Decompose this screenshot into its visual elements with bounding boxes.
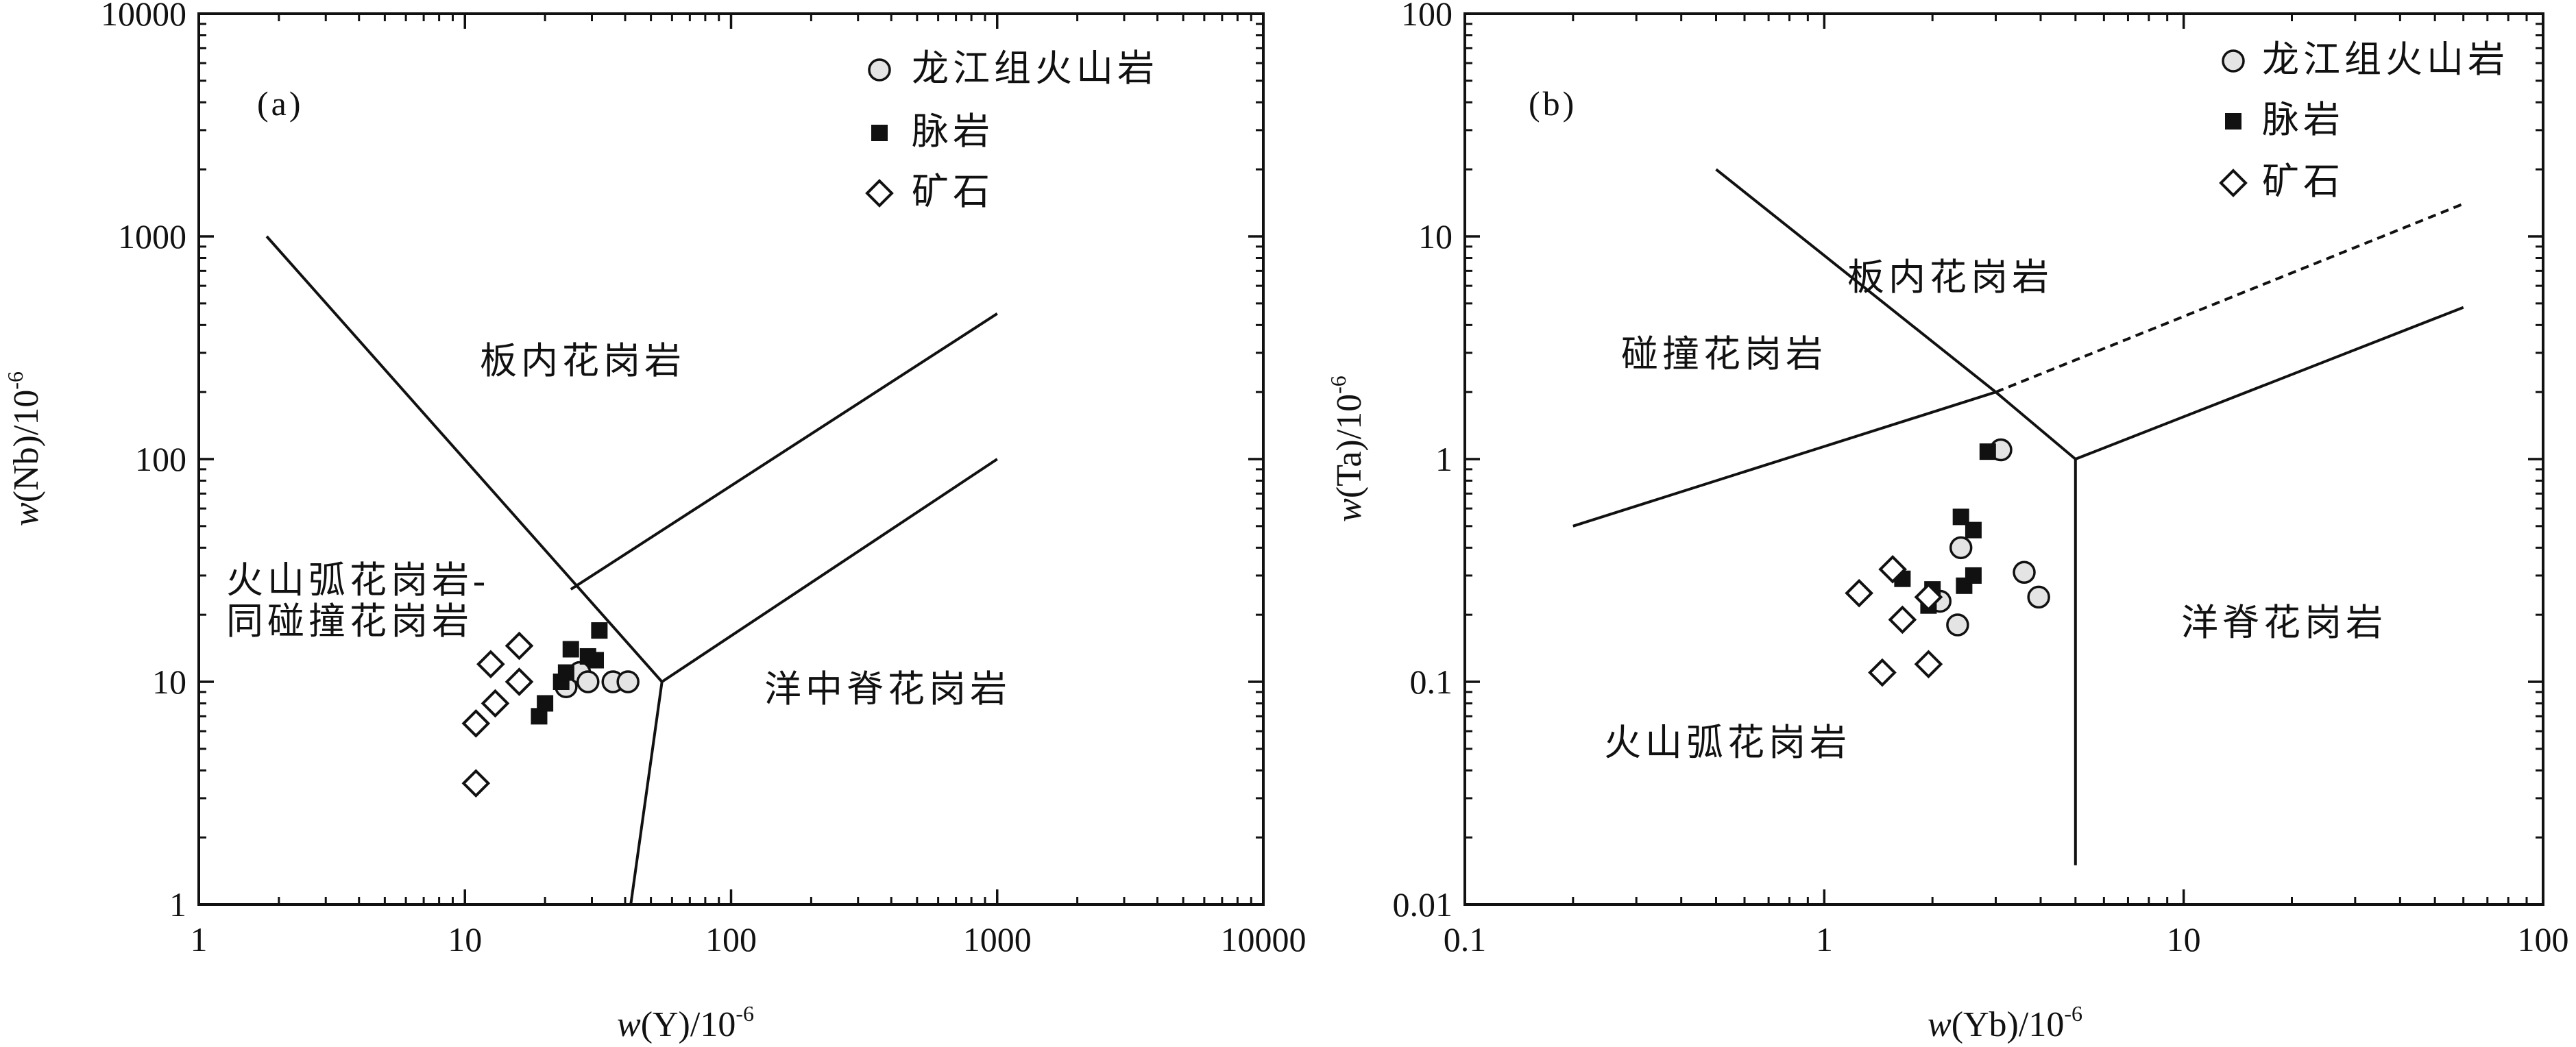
y-axis-label: w(Nb)/10-6 [3,371,46,526]
legend-label: 矿石 [912,171,994,212]
legend-label: 龙江组火山岩 [2262,39,2509,80]
x-tick-label: 10000 [1221,920,1307,959]
y-tick-label: 1 [1435,440,1453,478]
legend-diamond-marker [865,179,894,208]
y-tick-label: 0.01 [1393,885,1453,924]
diamond-data-point [481,689,510,718]
square-data-point [1965,567,1982,584]
boundary-line [570,312,998,591]
legend-label: 矿石 [2262,161,2344,202]
y-axis-label: w(Ta)/10-6 [1326,375,1369,522]
y-tick-label: 1000 [118,217,186,256]
diamond-data-point [505,667,534,696]
legend-circle-marker [2222,49,2245,73]
x-axis-label: w(Yb)/10-6 [1928,1001,2082,1044]
legend-circle-marker [868,58,891,82]
y-tick-label: 100 [135,440,186,478]
x-axis-label: w(Y)/10-6 [617,1001,754,1044]
region-label: 火山弧花岗岩 [1604,722,1851,763]
diamond-data-point [1914,582,1943,612]
legend-diamond-marker [2219,169,2248,197]
x-tick-label: 1 [191,920,208,959]
region-label: 板内花岗岩 [480,341,685,382]
y-tick-label: 10 [1418,217,1453,256]
diamond-data-point [461,709,491,738]
diamond-data-point [505,631,534,661]
x-tick-label: 0.1 [1444,920,1487,959]
diamond-data-point [1914,650,1943,679]
legend-label: 脉岩 [2262,99,2344,140]
panel-label: (b) [1529,84,1577,123]
boundary-line [661,458,998,683]
region-label: 火山弧花岗岩- [226,560,489,601]
y-tick-label: 10 [152,663,186,701]
x-tick-label: 10 [2167,920,2201,959]
diamond-data-point [476,650,505,679]
boundary-line [1572,391,1997,528]
square-data-point [537,695,554,712]
legend-square-marker [871,125,888,141]
legend-square-marker [2225,113,2241,130]
legend-label: 龙江组火山岩 [912,48,1158,89]
x-tick-label: 100 [2518,920,2569,959]
region-label: 洋脊花岗岩 [2181,602,2387,643]
y-tick-label: 100 [1401,0,1453,33]
y-tick-label: 0.1 [1410,663,1453,701]
legend-label: 脉岩 [912,111,994,152]
x-tick-label: 1 [1816,920,1833,959]
square-data-point [591,622,608,639]
boundary-line [2075,306,2464,460]
circle-data-point [1949,536,1973,560]
region-label: 板内花岗岩 [1847,257,2053,298]
square-data-point [1965,521,1982,539]
diamond-data-point [1845,578,1873,608]
circle-data-point [2027,585,2050,609]
square-data-point [562,641,579,658]
square-data-point [557,664,574,681]
region-label: 碰撞花岗岩 [1621,334,1827,375]
panel-b: 0.1 1 10 1000.010.1110100w(Yb)/10-6w(Ta)/10… [1326,0,2569,1044]
square-data-point [587,652,605,669]
diamond-data-point [461,769,491,798]
circle-data-point [576,670,600,693]
y-tick-label: 1 [169,885,186,924]
circle-data-point [2013,561,2036,584]
circle-data-point [616,670,640,693]
panel-a: 1 10 100 1000 10000 1 10 100 1000 10000 w(Y)/10-6 w… [3,0,1307,1044]
panel-label: (a) [257,84,304,123]
dashed-boundary-line [1995,202,2464,394]
y-tick-label: 10000 [101,0,186,33]
plot-frame [197,12,1265,906]
diamond-data-point [1888,605,1917,635]
x-tick-label: 100 [705,920,757,959]
region-label: 洋中脊花岗岩 [764,669,1011,710]
diamond-data-point [1868,658,1897,687]
square-data-point [1979,443,1996,460]
boundary-line [1715,168,2077,865]
region-label: 同碰撞花岗岩 [226,601,473,642]
diamond-data-point [1878,554,1907,584]
x-tick-label: 10 [448,920,482,959]
circle-data-point [1946,613,1969,637]
x-tick-label: 1000 [963,920,1032,959]
